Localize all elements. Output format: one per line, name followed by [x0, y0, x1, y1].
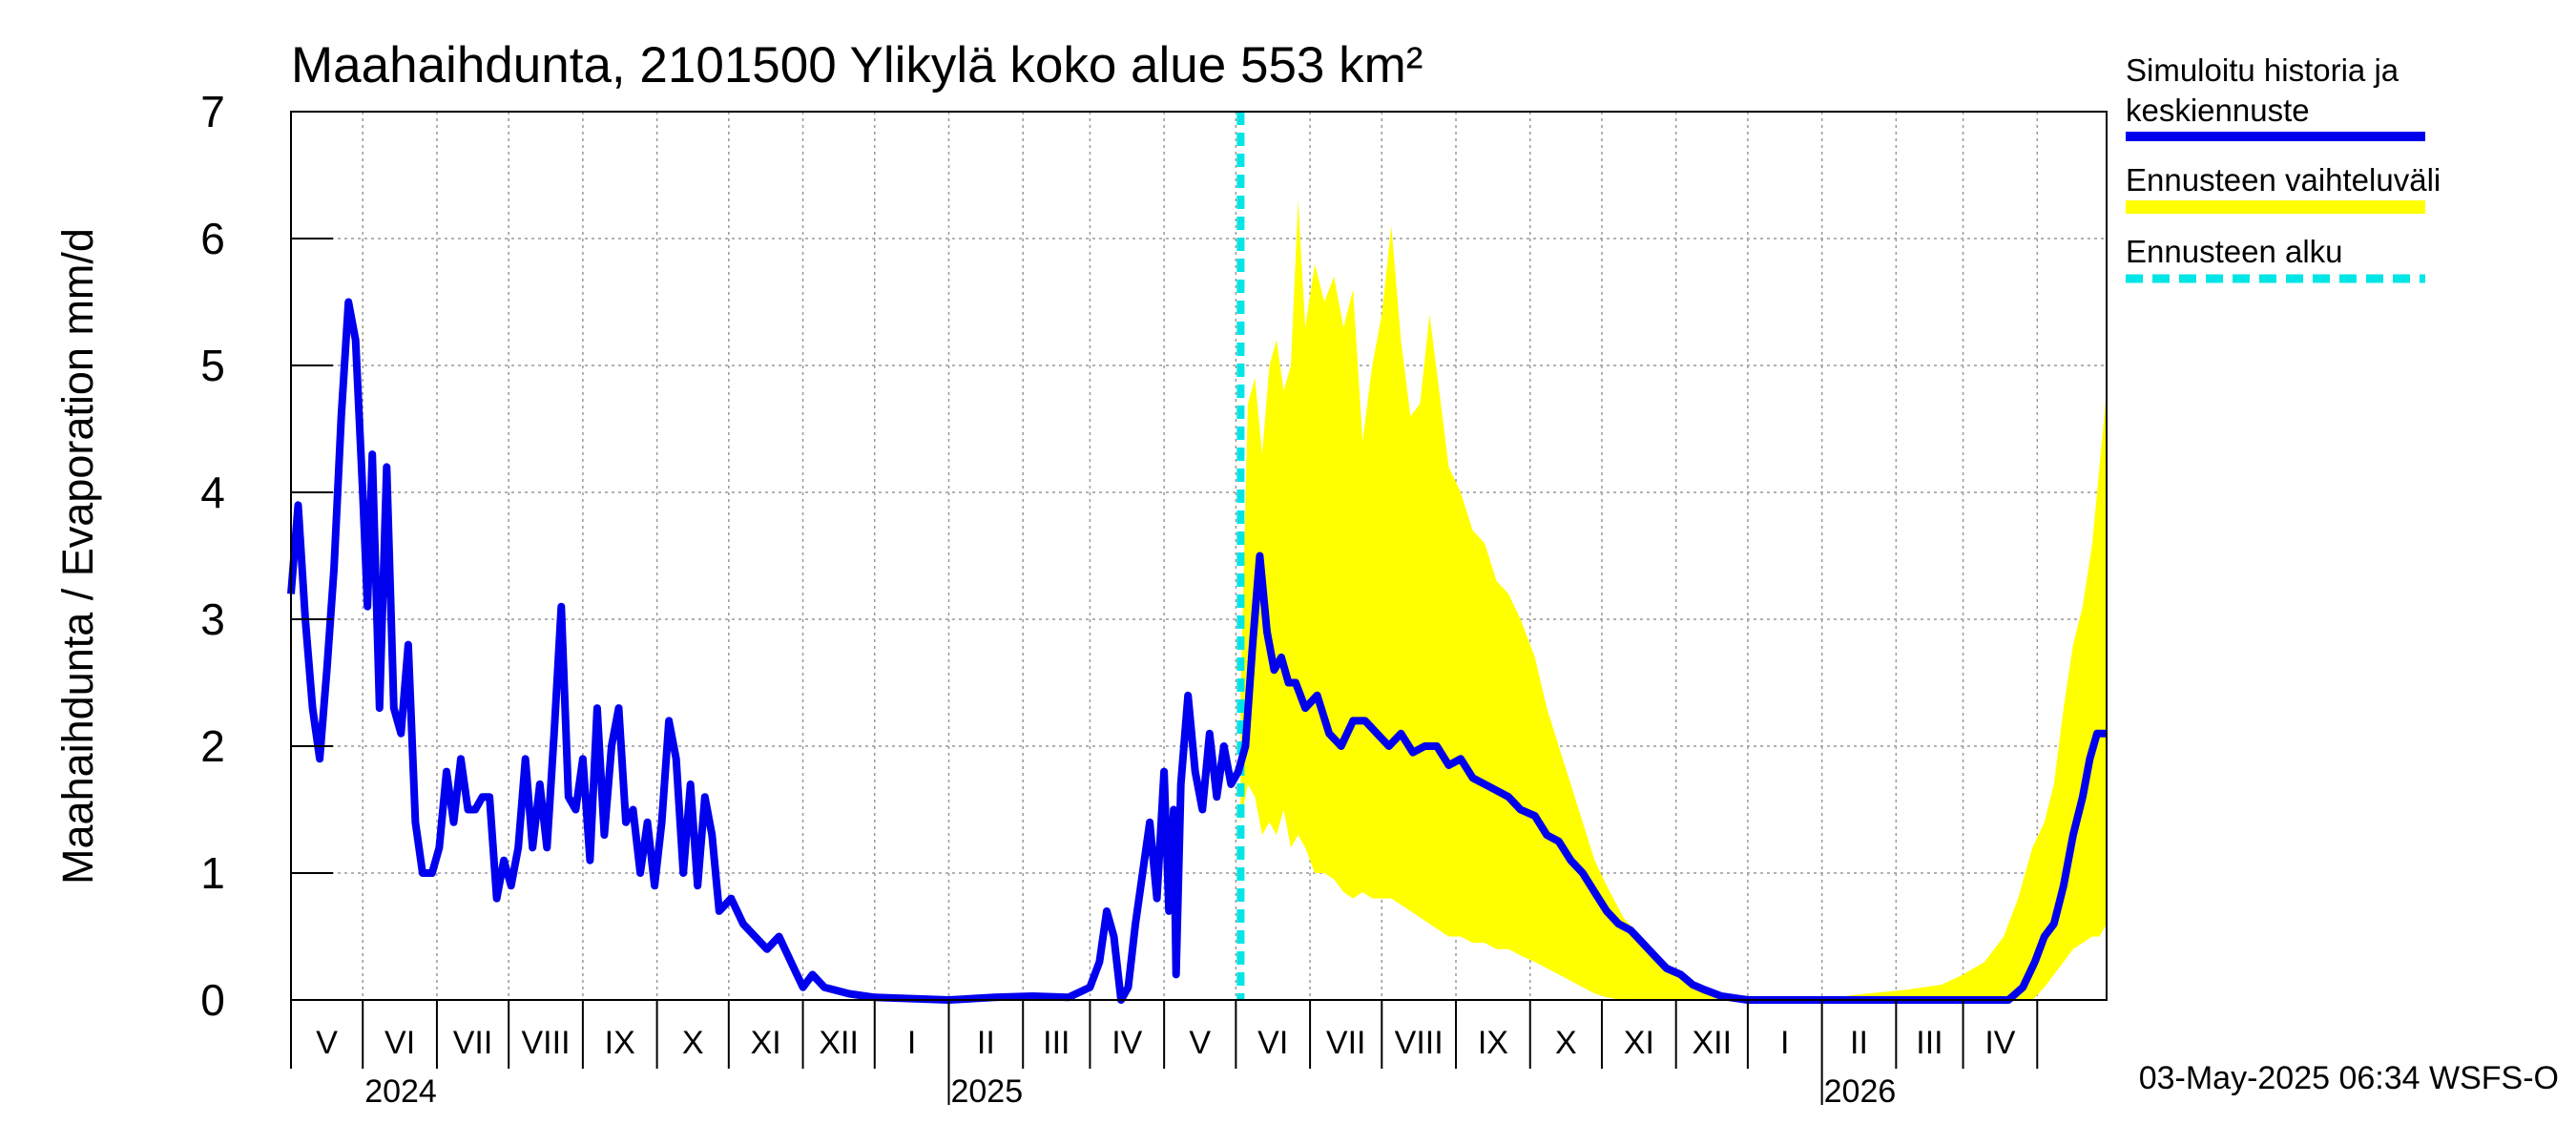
x-axis-ticks: V VI VII VIII IX X XI XII I II III IV V VI VII VIII IX X X…: [290, 1000, 2039, 1110]
month-label: VI: [1257, 1025, 1288, 1061]
month-label: V: [316, 1025, 338, 1061]
mean-line-layer: [287, 112, 2107, 1004]
year-label: 2026: [1824, 1073, 1897, 1110]
month-label: XI: [751, 1025, 781, 1061]
month-label: II: [1850, 1025, 1868, 1061]
month-label: VI: [384, 1025, 415, 1061]
y-tick-label: 1: [200, 848, 225, 898]
month-label: II: [977, 1025, 995, 1061]
y-tick-label: 3: [200, 594, 225, 644]
y-axis-label: Maahaihdunta / Evaporation mm/d: [53, 228, 102, 885]
plot-area: [291, 112, 2107, 1000]
timestamp: 03-May-2025 06:34 WSFS-O: [2139, 1060, 2559, 1096]
legend-label-mean-line1: Simuloitu historia ja: [2126, 52, 2399, 88]
y-tick-label: 4: [200, 468, 225, 517]
year-label: 2025: [950, 1073, 1023, 1110]
plot-frame: [290, 111, 2108, 1001]
y-axis-ticks: 0 1 2 3 4 5 6 7: [200, 87, 333, 1025]
month-label: III: [1916, 1025, 1942, 1061]
month-label: V: [1189, 1025, 1211, 1061]
plot-background: [291, 112, 2107, 1000]
month-label: VIII: [1395, 1025, 1444, 1061]
month-label: IX: [1478, 1025, 1508, 1061]
month-label: I: [1780, 1025, 1789, 1061]
month-label: I: [907, 1025, 916, 1061]
month-label: X: [682, 1025, 704, 1061]
month-label: X: [1555, 1025, 1577, 1061]
month-label: VII: [1326, 1025, 1366, 1061]
legend-label-forecast-start: Ennusteen alku: [2126, 234, 2343, 269]
legend: Simuloitu historia ja keskiennuste Ennus…: [2126, 52, 2441, 283]
chart-title: Maahaihdunta, 2101500 Ylikylä koko alue …: [291, 37, 1423, 94]
y-tick-label: 6: [200, 214, 225, 263]
month-label: IX: [605, 1025, 635, 1061]
y-tick-label: 5: [200, 341, 225, 390]
month-label: VIII: [522, 1025, 571, 1061]
month-label: XII: [819, 1025, 859, 1061]
plot-border: [290, 111, 2108, 1001]
month-label: IV: [1984, 1025, 2015, 1061]
month-label: IV: [1111, 1025, 1142, 1061]
y-tick-label: 0: [200, 975, 225, 1025]
year-label: 2024: [364, 1073, 437, 1110]
month-label: XI: [1624, 1025, 1654, 1061]
month-label: VII: [453, 1025, 493, 1061]
mean-evaporation-line: [287, 298, 2107, 1004]
forecast-range-band: [1240, 200, 2107, 1001]
y-tick-label: 2: [200, 721, 225, 771]
forecast-range-layer: [1240, 200, 2107, 1001]
legend-label-mean-line2: keskiennuste: [2126, 93, 2310, 128]
y-tick-label: 7: [200, 87, 225, 136]
month-label: III: [1043, 1025, 1070, 1061]
legend-label-range: Ennusteen vaihteluväli: [2126, 162, 2441, 198]
month-label: XII: [1693, 1025, 1733, 1061]
